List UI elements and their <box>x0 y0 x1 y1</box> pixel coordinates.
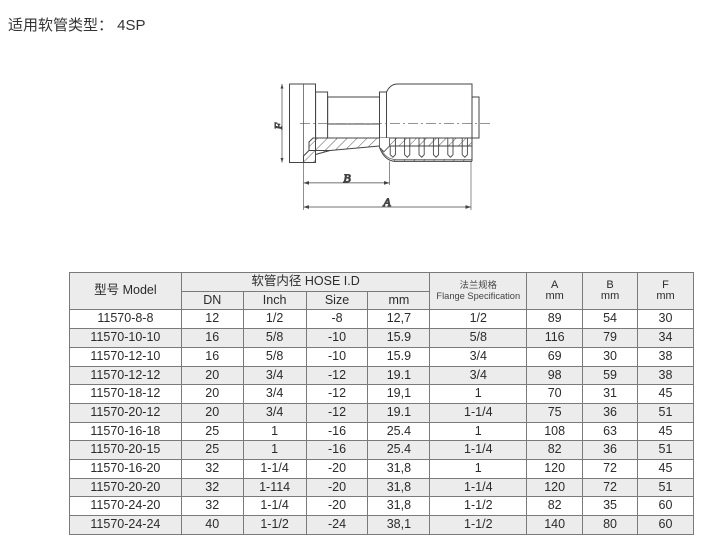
svg-text:B: B <box>343 171 351 185</box>
svg-text:A: A <box>382 195 391 209</box>
svg-text:F: F <box>273 122 285 130</box>
